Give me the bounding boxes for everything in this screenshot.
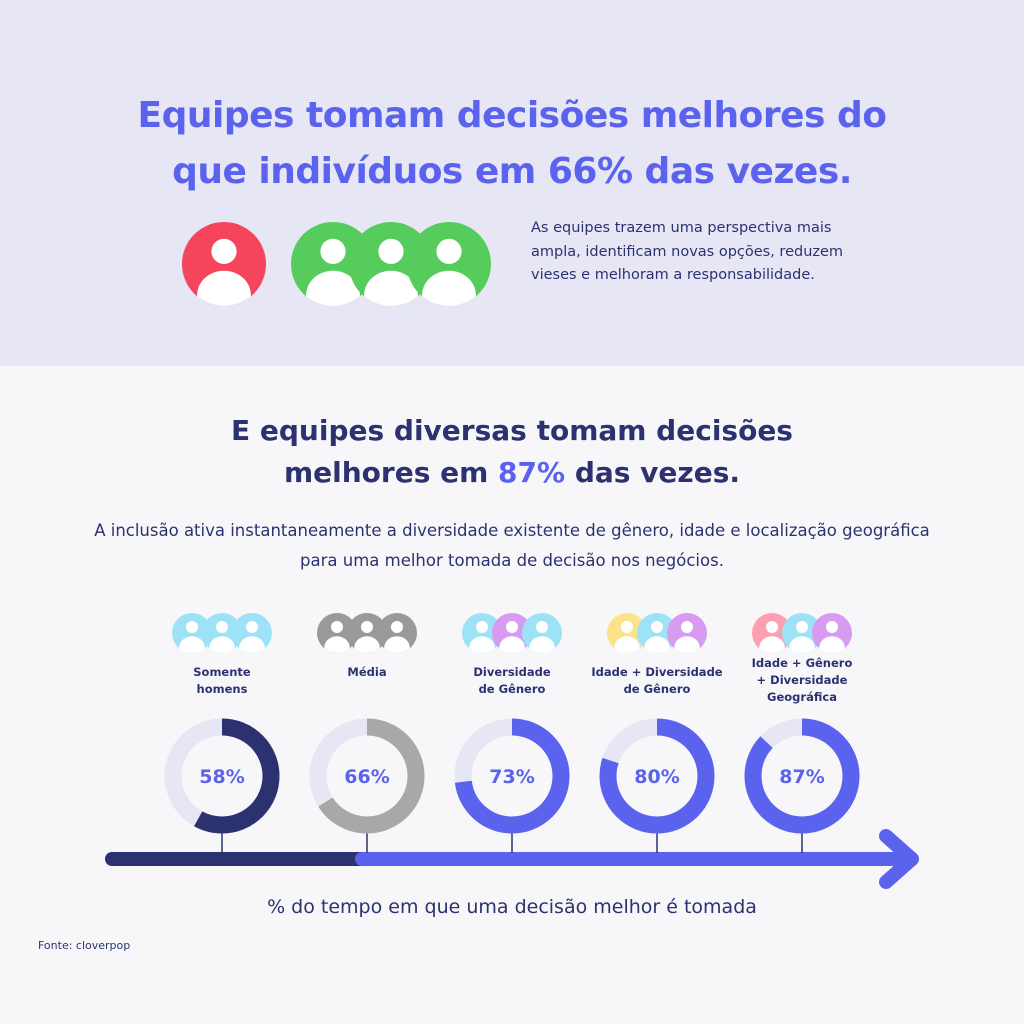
group-person-icon	[462, 613, 502, 653]
donut-value-label: 87%	[779, 766, 824, 788]
group-person-icon	[667, 613, 707, 653]
group-person-icon	[317, 613, 357, 653]
group-person-icon	[377, 613, 417, 653]
category-label-line: Idade + Diversidade	[591, 665, 723, 679]
diversity-section	[0, 366, 1024, 1024]
section-title: E equipes diversas tomam decisões melhor…	[112, 410, 912, 494]
category-label: Média	[292, 664, 442, 681]
group-person-icon	[752, 613, 792, 653]
donut-arc	[744, 718, 860, 834]
group-icon	[172, 613, 272, 653]
group-icon	[317, 613, 417, 653]
section-title-line2-post: das vezes.	[565, 456, 741, 489]
donut-value-label: 80%	[634, 766, 679, 788]
donut-value-label: 66%	[344, 766, 389, 788]
category-label-line: Média	[347, 665, 387, 679]
section-title-highlight: 87%	[498, 456, 566, 489]
donut-value-label: 73%	[489, 766, 534, 788]
category-label-line: de Gênero	[478, 682, 546, 696]
section-title-line1: E equipes diversas tomam decisões	[231, 414, 793, 447]
category-label-line: + Diversidade	[756, 673, 848, 687]
axis-caption: % do tempo em que uma decisão melhor é t…	[267, 896, 757, 918]
hero-people-icons	[182, 222, 491, 306]
category-label: Diversidade de Gênero	[437, 664, 587, 698]
donut-arc	[599, 718, 715, 834]
category-label: Idade + Diversidade de Gênero	[582, 664, 732, 698]
group-person-icon	[637, 613, 677, 653]
team-person-icon	[407, 222, 491, 306]
category-label-line: Diversidade	[473, 665, 551, 679]
group-person-icon	[202, 613, 242, 653]
group-icon	[607, 613, 707, 653]
donut-value-label: 58%	[199, 766, 244, 788]
team-person-icon	[291, 222, 375, 306]
group-icon	[752, 613, 852, 653]
source-note: Fonte: cloverpop	[38, 939, 131, 952]
group-person-icon	[172, 613, 212, 653]
donut-arc	[164, 718, 280, 834]
hero-title-line1: Equipes tomam decisões melhores do	[137, 95, 887, 136]
donut-item: 73%	[454, 718, 570, 853]
team-person-icon	[349, 222, 433, 306]
category-label-line: Geográfica	[767, 690, 837, 704]
category-label-line: Somente	[193, 665, 251, 679]
donut-arc	[454, 718, 570, 834]
category-label-line: de Gênero	[623, 682, 691, 696]
hero-description: As equipes trazem uma perspectiva mais a…	[531, 220, 844, 283]
hero-section	[0, 0, 1024, 366]
category-label-line: homens	[196, 682, 248, 696]
group-person-icon	[782, 613, 822, 653]
donut-item: 80%	[599, 718, 715, 853]
group-person-icon	[522, 613, 562, 653]
hero-title: Equipes tomam decisões melhores do que i…	[60, 88, 964, 200]
axis-arrow	[105, 829, 919, 889]
group-person-icon	[347, 613, 387, 653]
group-person-icon	[492, 613, 532, 653]
group-person-icon	[232, 613, 272, 653]
section-intro: A inclusão ativa instantaneamente a dive…	[94, 521, 930, 570]
donut-item: 87%	[744, 718, 860, 853]
section-title-line2-pre: melhores em	[283, 456, 499, 489]
category-label: Somente homens	[147, 664, 297, 698]
group-person-icon	[812, 613, 852, 653]
group-person-icon	[607, 613, 647, 653]
axis-arrowhead	[879, 829, 919, 889]
donut-arc	[309, 718, 425, 834]
category-label: Idade + Gênero + Diversidade Geográfica	[727, 655, 877, 706]
donut-item: 66%	[309, 718, 425, 853]
hero-title-line2: que indivíduos em 66% das vezes.	[172, 151, 852, 192]
group-icon	[462, 613, 562, 653]
category-label-line: Idade + Gênero	[751, 656, 853, 670]
individual-person-icon	[182, 222, 266, 306]
donut-item: 58%	[164, 718, 280, 853]
